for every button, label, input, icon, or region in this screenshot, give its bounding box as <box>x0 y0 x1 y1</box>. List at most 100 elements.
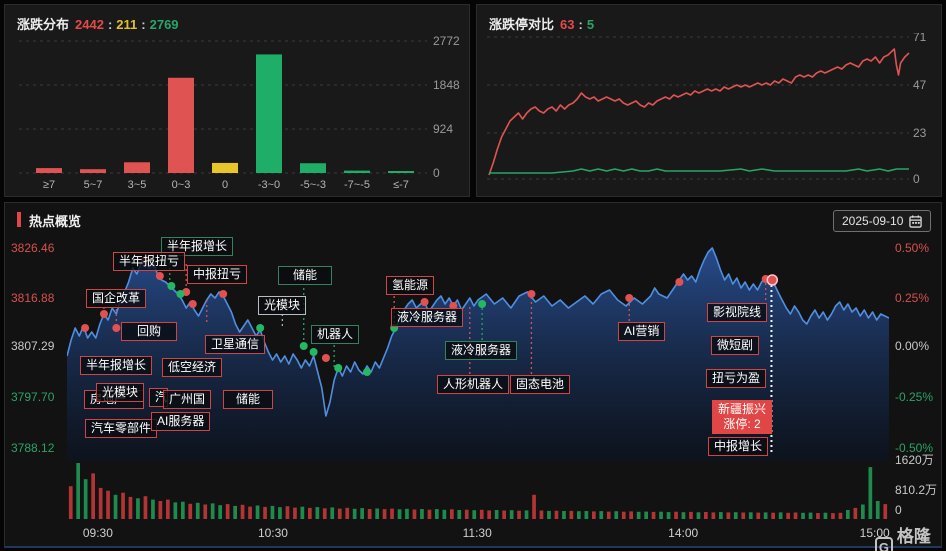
x-tick-label: 0 <box>222 179 228 191</box>
event-dot-red <box>155 272 164 280</box>
hotspot-label[interactable]: 储能 <box>223 390 273 409</box>
hotspot-label[interactable]: 液冷服务器 <box>445 341 518 360</box>
volume-bar <box>733 512 738 519</box>
volume-bar <box>629 511 633 519</box>
date-picker-button[interactable]: 2025-09-10 <box>833 210 932 232</box>
volume-bar <box>756 512 761 519</box>
distribution-title: 涨跌分布 <box>17 17 70 32</box>
volume-bar <box>614 511 619 519</box>
volume-bar <box>136 498 140 519</box>
y-tick-label: 47 <box>913 78 927 92</box>
volume-bar <box>846 510 850 519</box>
volume-bar <box>300 506 305 519</box>
hotspot-label[interactable]: 新疆振兴 涨停: 2 <box>712 400 773 434</box>
hotspot-label[interactable]: 中报增长 <box>708 437 769 456</box>
volume-bar <box>143 496 148 519</box>
hotspot-label[interactable]: AI服务器 <box>151 412 211 431</box>
volume-bar <box>248 506 252 519</box>
volume-bar <box>883 504 888 519</box>
volume-bar <box>188 503 193 519</box>
brand-logo: G 格隆汇 <box>875 522 941 551</box>
volume-bar <box>711 512 716 519</box>
distribution-header: 涨跌分布 2442 : 211 : 2769 <box>5 5 469 33</box>
volume-bar <box>427 509 432 519</box>
volume-bar <box>509 510 514 519</box>
series-涨停 <box>488 48 910 176</box>
volume-bar <box>151 499 155 519</box>
separator: : <box>141 17 146 32</box>
y-tick-label: 0 <box>913 172 920 186</box>
price-tick-label: 3816.88 <box>11 291 55 305</box>
hotspot-label[interactable]: 液冷服务器 <box>391 308 464 327</box>
volume-bar <box>173 502 178 519</box>
volume-bar <box>450 509 454 519</box>
volume-bar <box>494 510 499 519</box>
event-dot-green <box>256 324 265 332</box>
hotspot-label[interactable]: 微短剧 <box>711 336 760 355</box>
volume-bar <box>689 511 693 519</box>
volume-bar <box>793 512 798 519</box>
volume-bar <box>337 508 342 519</box>
volume-bar <box>704 512 708 519</box>
volume-bar <box>278 507 282 519</box>
volume-bar <box>166 499 170 519</box>
price-tick-label: 3788.12 <box>11 441 55 455</box>
volume-bar <box>420 509 424 519</box>
time-tick-label: 14:00 <box>668 526 699 540</box>
volume-bar <box>487 510 491 519</box>
bar--3~0 <box>256 54 282 173</box>
hotspot-label[interactable]: 光模块 <box>96 383 145 402</box>
hotspot-label[interactable]: 国企改革 <box>86 289 147 308</box>
hotspot-label[interactable]: 半年报扭亏 <box>113 252 186 271</box>
volume-bar <box>666 512 671 519</box>
focus-dot <box>766 274 779 286</box>
flat-count: 211 <box>116 17 138 32</box>
volume-bar <box>128 496 133 519</box>
volume-bar <box>532 494 536 519</box>
hotspot-label[interactable]: 机器人 <box>311 325 360 344</box>
event-dot-red <box>219 290 228 298</box>
volume-bar <box>345 507 350 519</box>
volume-bar <box>875 501 880 519</box>
x-tick-label: ≤-7 <box>393 179 409 191</box>
bar--7~-5 <box>344 170 370 173</box>
event-dot-red <box>81 324 90 332</box>
hotspot-label[interactable]: 卫星通信 <box>205 335 266 354</box>
hotspot-label[interactable]: 回购 <box>121 322 177 341</box>
x-tick-label: -3~0 <box>258 179 280 191</box>
y-tick-label: 924 <box>433 122 453 136</box>
hotspot-label[interactable]: 半年报增长 <box>161 237 234 256</box>
volume-bar <box>584 511 589 519</box>
hotspot-label[interactable]: 扭亏为盈 <box>706 369 767 388</box>
volume-bar <box>651 511 656 519</box>
volume-bar <box>233 505 237 519</box>
hotspot-label[interactable]: 储能 <box>278 266 332 285</box>
time-tick-label: 10:30 <box>257 526 288 540</box>
hotspot-label[interactable]: AI营销 <box>618 322 666 341</box>
hotspot-label[interactable]: 中报扭亏 <box>187 265 248 284</box>
volume-bar <box>479 509 484 519</box>
volume-svg <box>68 463 888 519</box>
hotspot-label[interactable]: 半年报增长 <box>80 356 153 375</box>
volume-bar <box>823 512 828 519</box>
hotspot-label[interactable]: 影视院线 <box>707 303 768 322</box>
price-tick-label: 3797.70 <box>11 390 55 404</box>
percent-tick-label: -0.50% <box>895 441 934 455</box>
volume-bar <box>547 510 551 519</box>
bar-3~5 <box>124 162 150 173</box>
x-tick-label: -5~-3 <box>300 179 326 191</box>
volume-bar <box>225 504 230 519</box>
volume-bar <box>397 509 402 519</box>
volume-bar <box>868 467 873 519</box>
price-tick-label: 3807.29 <box>11 339 55 353</box>
hotspot-label[interactable]: 人形机器人 <box>437 375 510 394</box>
hotspot-label[interactable]: 光模块 <box>258 296 307 315</box>
hotspot-label[interactable]: 汽车零部件 <box>85 419 158 438</box>
hotspot-label[interactable]: 广州国 <box>163 390 212 409</box>
volume-bar <box>464 509 469 519</box>
hotspot-label[interactable]: 氢能源 <box>386 276 435 295</box>
hotspot-label[interactable]: 固态电池 <box>510 375 571 394</box>
volume-bar <box>285 506 290 519</box>
hotspot-label[interactable]: 低空经济 <box>162 358 223 377</box>
volume-bar <box>293 507 297 519</box>
